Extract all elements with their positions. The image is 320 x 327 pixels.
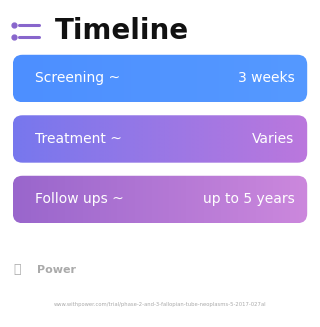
Text: Timeline: Timeline: [54, 17, 188, 45]
Text: 3 weeks: 3 weeks: [238, 72, 294, 85]
Text: Varies: Varies: [252, 132, 294, 146]
Text: ⛨: ⛨: [14, 263, 21, 276]
Text: Follow ups ~: Follow ups ~: [35, 193, 124, 206]
Text: Screening ~: Screening ~: [35, 72, 120, 85]
Text: Treatment ~: Treatment ~: [35, 132, 122, 146]
Text: www.withpower.com/trial/phase-2-and-3-fallopian-tube-neoplasms-5-2017-027al: www.withpower.com/trial/phase-2-and-3-fa…: [54, 301, 266, 307]
Text: up to 5 years: up to 5 years: [203, 193, 294, 206]
Text: Power: Power: [37, 265, 76, 275]
